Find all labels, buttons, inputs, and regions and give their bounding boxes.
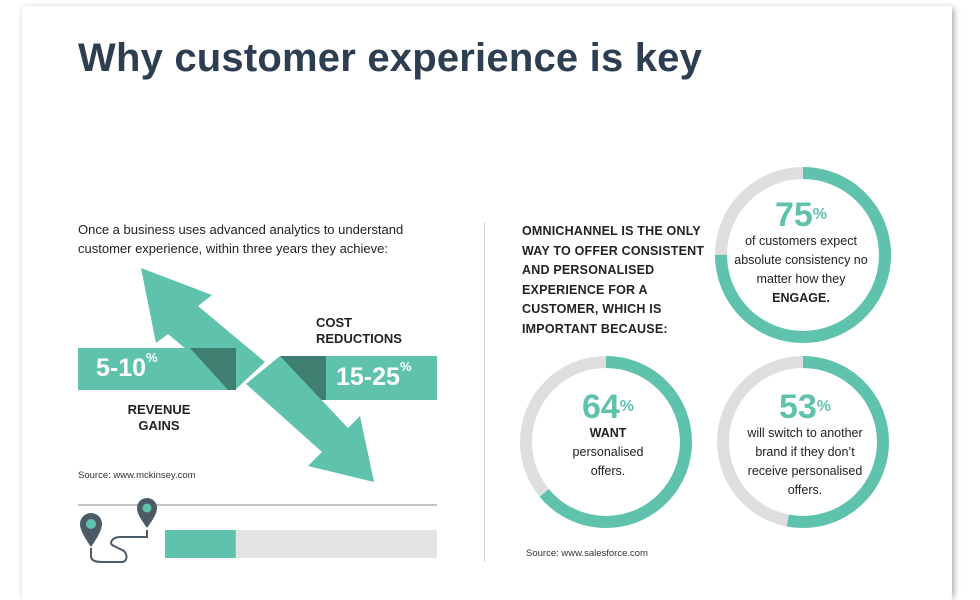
torn-edge: [22, 568, 952, 600]
stat-64: 64% WANT personalised offers.: [572, 388, 644, 478]
column-divider: [484, 222, 485, 562]
route-icon: [90, 530, 148, 563]
cost-label: COST REDUCTIONS: [316, 315, 402, 346]
intro-text: Once a business uses advanced analytics …: [78, 222, 404, 256]
ring-fill: [715, 167, 891, 343]
down-arrow: [246, 356, 374, 482]
progress-bar-fill: [165, 530, 236, 558]
page-title: Why customer experience is key: [78, 36, 703, 80]
map-pin-icon: [80, 513, 102, 547]
cost-bar-shadow: [280, 356, 326, 400]
stat-53: 53% will switch to another brand if they…: [747, 388, 863, 497]
cost-value: 15-25%: [336, 359, 412, 391]
omnichannel-heading: OMNICHANNEL IS THE ONLY WAY TO OFFER CON…: [522, 224, 705, 336]
source-salesforce: Source: www.salesforce.com: [526, 548, 648, 559]
source-mckinsey: Source: www.mckinsey.com: [78, 470, 196, 481]
ring-fill: [717, 356, 889, 528]
revenue-bar-shadow: [190, 348, 236, 390]
map-pin-icon: [137, 498, 157, 528]
revenue-label: REVENUE GAINS: [127, 402, 191, 433]
revenue-value: 5-10%: [96, 350, 158, 382]
ring-fill: [520, 356, 692, 528]
stat-75: 75% of customers expect absolute consist…: [734, 196, 868, 305]
